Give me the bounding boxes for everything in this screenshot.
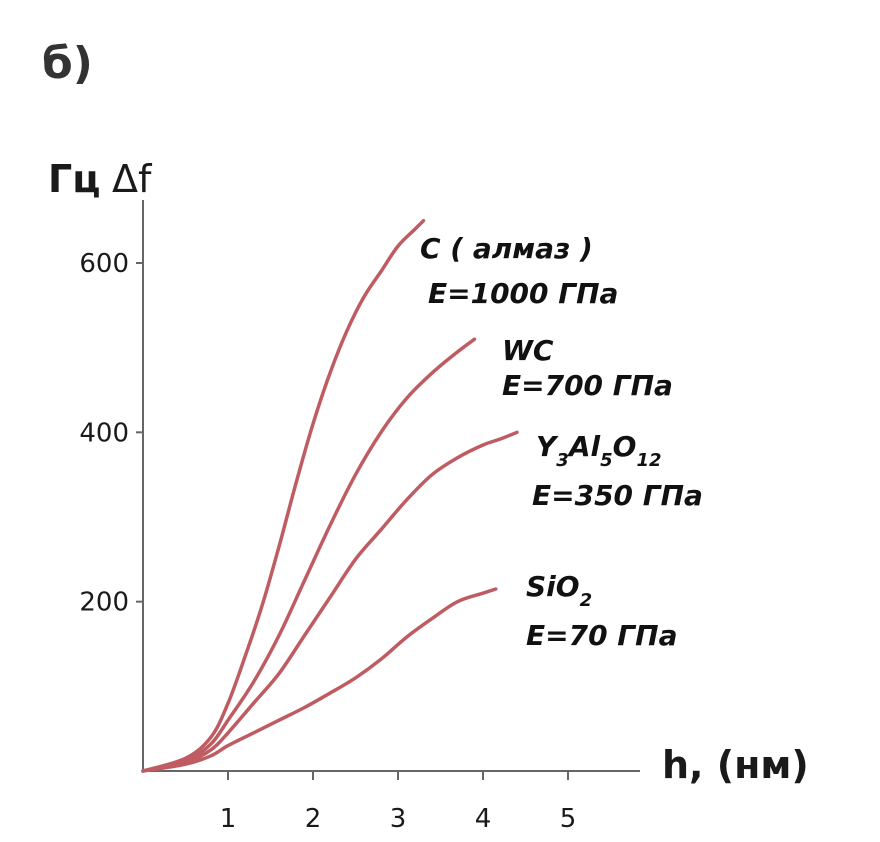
yag-sub-1: 3 xyxy=(556,450,569,471)
y-axis-unit: Гц xyxy=(48,157,100,201)
curve-wc xyxy=(141,337,477,773)
yag-part-y: Y xyxy=(536,430,559,463)
x-ticks: 1 2 3 4 5 xyxy=(220,771,577,834)
series-label-yag-name: Y3Al5O12 xyxy=(536,430,662,471)
y-ticks: 200 400 600 xyxy=(79,249,143,618)
x-tick-label-3: 3 xyxy=(390,804,407,834)
series-label-wc-name: WC xyxy=(502,334,554,367)
series-label-yag: Y3Al5O12 E=350 ГПа xyxy=(532,430,703,512)
series-label-wc: WC E=700 ГПа xyxy=(502,334,673,402)
curve-diamond xyxy=(141,218,426,773)
yag-sub-2: 5 xyxy=(600,450,613,471)
yag-sub-3: 12 xyxy=(636,450,661,471)
sio2-part-sio: SiO xyxy=(526,570,580,603)
x-tick-label-4: 4 xyxy=(475,804,492,834)
x-axis-label: h, (нм) xyxy=(662,743,809,787)
x-tick-label-2: 2 xyxy=(305,804,322,834)
y-tick-label-400: 400 xyxy=(79,418,129,448)
yag-part-o: O xyxy=(613,430,637,463)
series-label-diamond: C ( алмаз ) E=1000 ГПа xyxy=(420,232,618,310)
series-label-sio2-name: SiO2 xyxy=(526,570,592,611)
x-tick-label-1: 1 xyxy=(220,804,237,834)
y-tick-label-200: 200 xyxy=(79,588,129,618)
y-axis-symbol: Δf xyxy=(112,157,153,201)
curves xyxy=(141,218,519,773)
panel-label: б) xyxy=(42,38,93,89)
series-label-sio2-modulus: E=70 ГПа xyxy=(526,619,677,652)
series-label-yag-modulus: E=350 ГПа xyxy=(532,479,703,512)
series-label-diamond-modulus: E=1000 ГПа xyxy=(428,277,618,310)
series-label-diamond-name: C ( алмаз ) xyxy=(420,232,593,265)
series-label-wc-modulus: E=700 ГПа xyxy=(502,369,673,402)
x-tick-label-5: 5 xyxy=(560,804,577,834)
curve-sio2 xyxy=(141,587,498,773)
sio2-sub-1: 2 xyxy=(580,590,593,611)
series-label-sio2: SiO2 E=70 ГПа xyxy=(526,570,677,652)
yag-part-al: Al xyxy=(567,430,601,463)
curve-yag xyxy=(141,430,519,773)
y-tick-label-600: 600 xyxy=(79,249,129,279)
